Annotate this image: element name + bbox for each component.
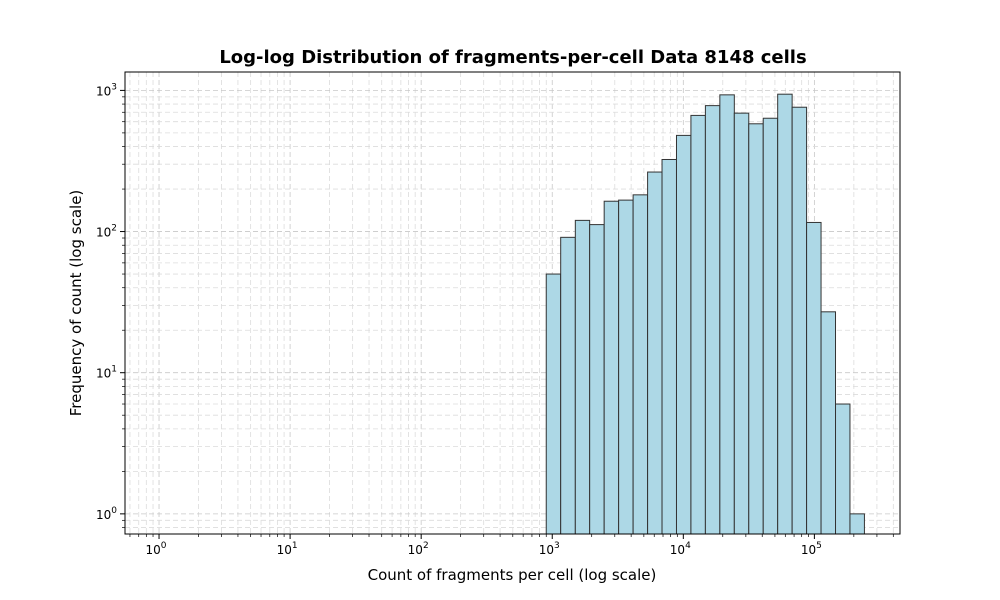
y-tick-label: 102 [96,224,117,240]
histogram-bar [690,114,706,535]
x-axis-label: Count of fragments per cell (log scale) [368,566,657,584]
x-tick-label: 102 [408,541,429,557]
histogram-bar [589,224,605,535]
bars [545,93,865,535]
histogram-bar [560,236,576,535]
histogram-bar [647,171,663,535]
histogram-bar [733,112,750,535]
histogram-bar [762,117,779,535]
histogram-bar [806,221,822,535]
histogram-bar [632,194,649,535]
y-tick-label: 103 [96,82,117,98]
x-tick-label: 104 [670,541,691,557]
histogram-bar [791,106,808,535]
histogram-bar [704,105,721,535]
x-tick-label: 105 [801,541,822,557]
y-tick-label: 101 [96,365,117,381]
histogram-bar [820,311,837,535]
y-axis-label: Frequency of count (log scale) [67,190,85,417]
histogram-bar [618,199,634,535]
histogram-bar [777,93,793,535]
histogram-bar [603,200,620,535]
grid [125,72,900,534]
histogram-bar [719,94,735,535]
histogram-bar [574,219,591,535]
y-tick-label: 100 [96,506,117,522]
axis-ticks: 100 101 102 103 104 105 100 101 102 103 [96,82,894,557]
histogram-bar [675,134,692,535]
histogram-bar [545,273,562,535]
x-tick-label: 103 [539,541,560,557]
histogram-bar [835,403,851,535]
histogram-bar [661,158,677,535]
histogram-bar [849,513,865,535]
x-tick-label: 100 [146,541,167,557]
x-tick-label: 101 [277,541,298,557]
chart-title: Log-log Distribution of fragments-per-ce… [219,47,806,68]
histogram-bar [748,123,764,535]
